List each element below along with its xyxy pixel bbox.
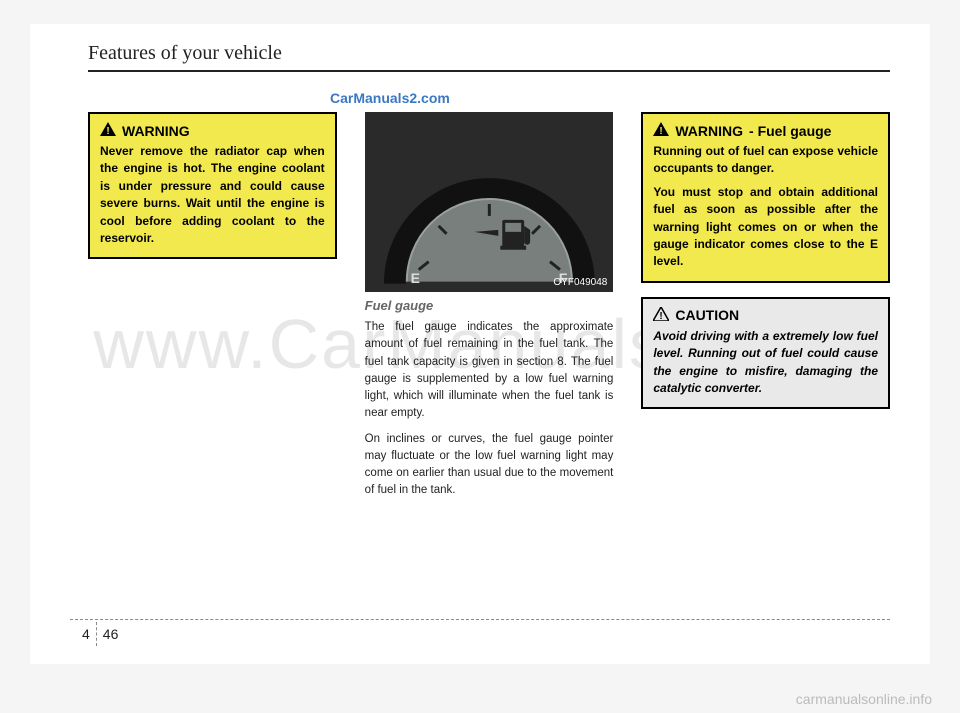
warning-heading: ! WARNING - Fuel gauge [653, 122, 878, 139]
fuel-gauge-figure: E F OYF049048 [365, 112, 614, 292]
column-container: ! WARNING Never remove the radiator cap … [88, 112, 890, 508]
caution-text: Avoid driving with a extremely low fuel … [653, 328, 878, 398]
caution-box: ! CAUTION Avoid driving with a extremely… [641, 297, 890, 410]
column-1: ! WARNING Never remove the radiator cap … [88, 112, 337, 508]
gauge-e-label: E [411, 270, 420, 286]
warning-text-1: Running out of fuel can expose vehicle o… [653, 143, 878, 178]
header-rule [88, 70, 890, 72]
column-3: ! WARNING - Fuel gauge Running out of fu… [641, 112, 890, 508]
page-number: 4 46 [82, 622, 118, 646]
caution-label: CAUTION [675, 307, 739, 323]
body-para-2: On inclines or curves, the fuel gauge po… [365, 431, 614, 500]
warning-suffix: - Fuel gauge [749, 123, 831, 139]
warning-box-fuel: ! WARNING - Fuel gauge Running out of fu… [641, 112, 890, 283]
fuel-gauge-svg [365, 112, 614, 292]
caution-triangle-icon: ! [653, 307, 669, 324]
section-number: 4 [82, 626, 90, 642]
warning-text: Never remove the radiator cap when the e… [100, 143, 325, 247]
body-para-1: The fuel gauge indicates the approximate… [365, 319, 614, 423]
manual-page: Features of your vehicle CarManuals2.com… [30, 24, 930, 664]
warning-heading: ! WARNING [100, 122, 325, 139]
page-subnumber: 46 [103, 626, 119, 642]
page-num-separator [96, 622, 97, 646]
site-footer: carmanualsonline.info [796, 691, 932, 707]
caution-heading: ! CAUTION [653, 307, 878, 324]
column-2: E F OYF049048 Fuel gauge The fuel gauge … [365, 112, 614, 508]
svg-text:!: ! [660, 126, 663, 136]
watermark-url: CarManuals2.com [330, 90, 450, 106]
warning-label: WARNING [675, 123, 743, 139]
svg-text:!: ! [106, 126, 109, 136]
page-title: Features of your vehicle [88, 42, 282, 65]
warning-box-radiator: ! WARNING Never remove the radiator cap … [88, 112, 337, 259]
figure-subtitle: Fuel gauge [365, 298, 614, 313]
warning-triangle-icon: ! [653, 122, 669, 139]
svg-text:!: ! [660, 311, 663, 321]
figure-code: OYF049048 [553, 277, 607, 288]
warning-label: WARNING [122, 123, 190, 139]
footer-rule [70, 619, 890, 620]
warning-triangle-icon: ! [100, 122, 116, 139]
warning-text-2: You must stop and obtain additional fuel… [653, 184, 878, 271]
